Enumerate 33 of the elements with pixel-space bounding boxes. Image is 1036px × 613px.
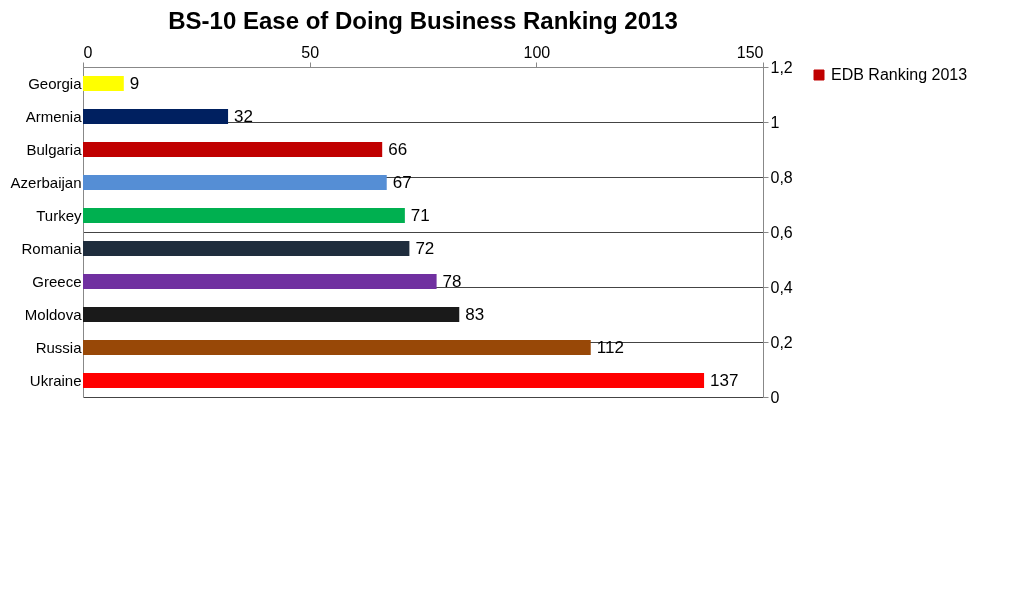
data-label: 72 (415, 238, 435, 258)
x-tick-label: 100 (523, 43, 551, 61)
chart-title: BS-10 Ease of Doing Business Ranking 2013 (168, 7, 678, 34)
y2-tick-label: 0,6 (770, 223, 793, 241)
y2-tick-label: 0,4 (770, 278, 793, 296)
data-label: 71 (410, 205, 430, 225)
y-tick-label: Romania (21, 239, 83, 257)
y-tick-label: Bulgaria (26, 140, 83, 158)
x-tick-label: 0 (83, 43, 93, 61)
y-tick-label: Georgia (28, 74, 83, 92)
y-tick-label: Moldova (24, 305, 83, 323)
x-tick-label: 150 (736, 43, 764, 61)
legend-label: EDB Ranking 2013 (831, 66, 968, 83)
y2-tick-label: 0,8 (770, 168, 793, 186)
data-label: 78 (442, 271, 462, 291)
y-tick-label: Turkey (36, 206, 82, 224)
y-tick-label: Ukraine (29, 371, 82, 389)
y-tick-label: Armenia (25, 107, 83, 125)
y2-tick-label: 1,2 (770, 58, 793, 76)
data-label: 66 (388, 139, 408, 159)
y2-tick-label: 1 (770, 113, 780, 131)
data-label: 137 (710, 370, 739, 390)
x-tick-label: 50 (301, 43, 320, 61)
y-tick-label: Greece (32, 272, 82, 290)
y2-tick-label: 0 (770, 388, 780, 406)
data-label: 112 (596, 337, 624, 357)
data-label: 32 (234, 106, 253, 126)
data-label: 67 (392, 172, 412, 192)
y-tick-label: Russia (35, 338, 83, 356)
data-label: 83 (465, 304, 485, 324)
y-tick-label: Azerbaijan (10, 173, 82, 191)
y2-tick-label: 0,2 (770, 333, 793, 351)
data-label: 9 (129, 73, 140, 93)
